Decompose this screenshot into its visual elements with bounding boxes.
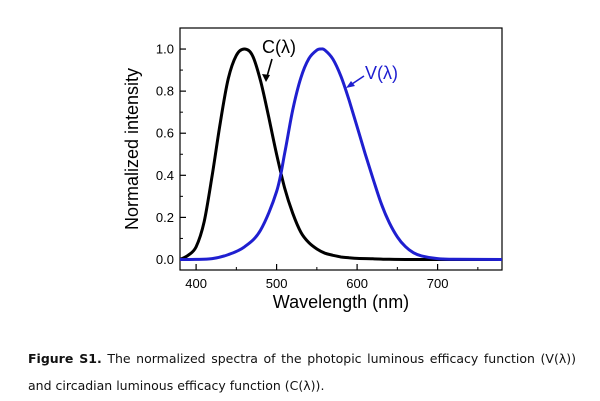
y-tick-label: 0.4 xyxy=(156,168,174,183)
y-axis-label: Normalized intensity xyxy=(122,68,142,230)
y-tick-label: 0.0 xyxy=(156,252,174,267)
arrowhead-c-lambda xyxy=(262,74,270,82)
x-tick-label: 600 xyxy=(346,276,368,291)
figure-caption: Figure S1. The normalized spectra of the… xyxy=(28,345,576,399)
y-tick-label: 1.0 xyxy=(156,42,174,57)
chart: 400 500 600 700 0.0 0.2 0.4 0.6 0.8 1.0 Wavelength… xyxy=(122,27,503,312)
series-line-v-lambda xyxy=(180,47,502,261)
series-line-c-lambda xyxy=(180,47,502,261)
label-c-lambda: C(λ) xyxy=(262,37,296,57)
y-tick-label: 0.2 xyxy=(156,210,174,225)
y-tick-label: 0.6 xyxy=(156,126,174,141)
caption-label: Figure S1. xyxy=(28,351,102,366)
x-axis-label: Wavelength (nm) xyxy=(273,292,409,312)
x-tick-label: 400 xyxy=(185,276,207,291)
y-tick-label: 0.8 xyxy=(156,84,174,99)
series-group xyxy=(180,47,502,261)
x-tick-label: 500 xyxy=(266,276,288,291)
plot-frame xyxy=(179,27,503,271)
label-v-lambda: V(λ) xyxy=(365,63,398,83)
caption-text: The normalized spectra of the photopic l… xyxy=(28,351,577,393)
arrowhead-v-lambda xyxy=(346,81,355,88)
x-tick-label: 700 xyxy=(427,276,449,291)
